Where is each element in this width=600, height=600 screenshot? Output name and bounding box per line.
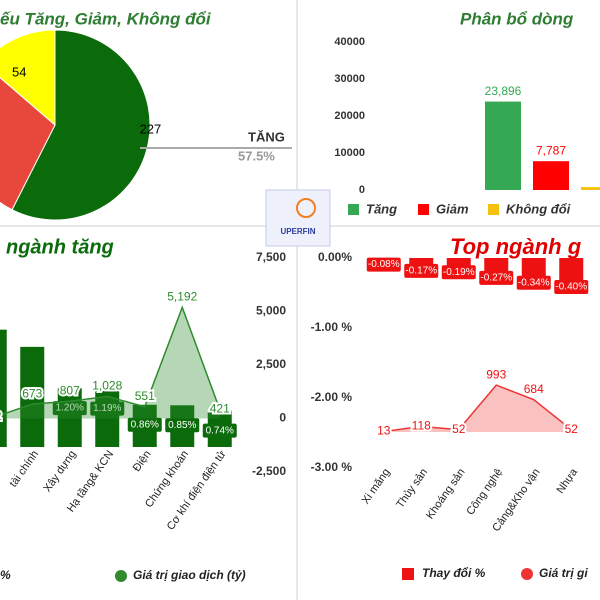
legend-label: Giá trị giao dịch (tỷ) xyxy=(133,568,246,582)
data-label: 993 xyxy=(486,367,506,381)
data-label: 1.19% xyxy=(93,403,121,414)
chart-title: Top ngành g xyxy=(450,234,582,259)
data-label: -0.19% xyxy=(443,267,475,278)
y2-tick-label: 5,000 xyxy=(256,304,286,318)
legend-swatch xyxy=(348,204,359,215)
logo-text: UPERFIN xyxy=(280,227,315,236)
legend-label: Thay đổi % xyxy=(422,566,486,580)
legend-label: Không đổi xyxy=(506,201,571,216)
data-label: 52 xyxy=(452,422,466,436)
legend-label: Tăng xyxy=(366,201,397,216)
data-label: 0.74% xyxy=(206,425,234,436)
data-label: 673 xyxy=(22,386,42,400)
data-label: 684 xyxy=(524,382,544,396)
annotation: TĂNG xyxy=(248,129,285,144)
data-label: 5,192 xyxy=(167,290,197,304)
y-tick-label: 0 xyxy=(359,184,365,196)
y-tick-label: 30000 xyxy=(334,73,365,85)
legend-swatch xyxy=(488,204,499,215)
data-label-box xyxy=(479,270,514,285)
annotation: 57.5% xyxy=(238,148,275,163)
legend-label: Giảm xyxy=(436,201,469,216)
data-label-box xyxy=(516,275,551,290)
data-label: 0.85% xyxy=(168,420,196,431)
data-label: -0.27% xyxy=(480,273,512,284)
bar xyxy=(533,161,569,190)
data-label-box xyxy=(127,417,162,432)
bar xyxy=(57,388,82,447)
bar xyxy=(485,101,521,190)
data-label: 551 xyxy=(135,389,155,403)
area xyxy=(0,307,220,419)
y-tick-label: -3.00 % xyxy=(311,460,353,474)
data-label: 0.86% xyxy=(131,419,159,430)
data-label: 1.20% xyxy=(56,403,84,414)
chart-title: Phân bổ dòng xyxy=(460,9,574,28)
y-tick-label: 20000 xyxy=(334,110,365,122)
pie-slice xyxy=(0,29,56,127)
chart-title: ếu Tăng, Giảm, Không đổi xyxy=(0,9,212,28)
data-label: -0.34% xyxy=(518,277,550,288)
bar xyxy=(581,187,600,190)
y-tick-label: 0.00% xyxy=(318,250,352,264)
y-tick-label: -1.00 % xyxy=(311,320,353,334)
legend-label: % xyxy=(0,568,11,582)
y2-tick-label: 7,500 xyxy=(256,250,286,264)
line xyxy=(383,384,572,433)
data-label: -0.08% xyxy=(368,259,400,270)
bar xyxy=(0,329,7,447)
data-label-box xyxy=(441,265,476,280)
data-label-box xyxy=(366,257,401,272)
data-label: 23,896 xyxy=(485,84,522,98)
data-label-box xyxy=(554,280,589,294)
y-tick-label: 40000 xyxy=(334,36,365,48)
y2-tick-label: 0 xyxy=(279,411,286,425)
y-tick-label: -2.00 % xyxy=(311,390,353,404)
line xyxy=(0,305,221,416)
data-label: 52 xyxy=(565,422,579,436)
data-label: 227 xyxy=(140,122,162,137)
data-label: 13 xyxy=(377,424,391,438)
data-label: -0.40% xyxy=(555,282,587,293)
legend-swatch xyxy=(418,204,429,215)
legend-label: Giá trị gi xyxy=(539,566,588,580)
legend-swatch xyxy=(521,568,533,580)
chart-title: ngành tăng xyxy=(6,236,114,258)
data-label-box xyxy=(165,418,200,433)
legend-swatch xyxy=(115,570,127,582)
y-tick-label: 10000 xyxy=(334,147,365,159)
legend-swatch xyxy=(402,568,414,580)
data-label-box xyxy=(90,401,125,416)
data-label-box xyxy=(202,423,237,438)
data-label: 7,787 xyxy=(536,143,566,157)
data-label-box xyxy=(52,401,87,416)
data-label: 807 xyxy=(60,383,80,397)
data-label-box xyxy=(404,263,439,278)
data-label: 54 xyxy=(12,65,26,80)
data-label: 1,028 xyxy=(92,379,122,393)
pie-slice xyxy=(0,76,56,211)
data-label: 421 xyxy=(210,402,230,416)
logo-box xyxy=(265,189,331,247)
data-label: 118 xyxy=(412,419,431,433)
logo-icon xyxy=(296,198,316,218)
y2-tick-label: 2,500 xyxy=(256,357,286,371)
data-label: -0.17% xyxy=(405,266,437,277)
bar xyxy=(20,346,45,447)
y2-tick-label: -2,500 xyxy=(252,464,286,478)
